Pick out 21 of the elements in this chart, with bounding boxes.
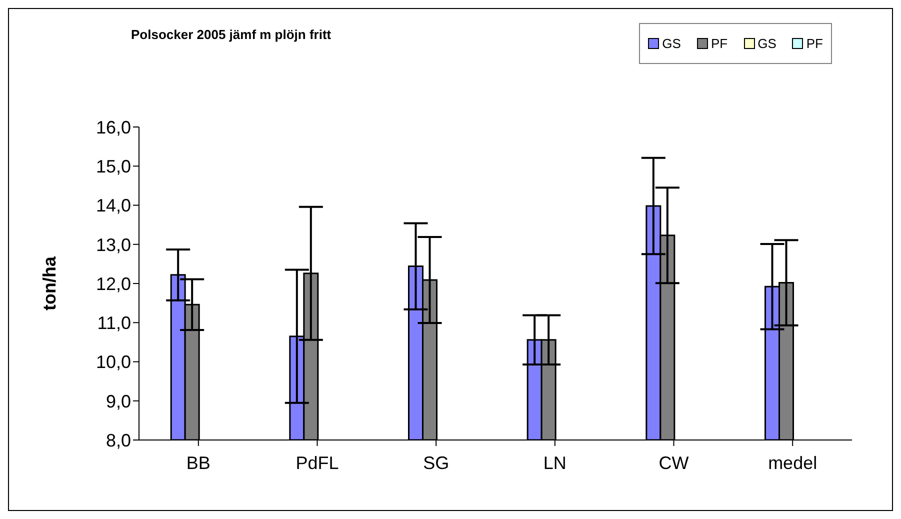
x-tick-label: LN: [543, 452, 566, 473]
chart-title: Polsocker 2005 jämf m plöjn fritt: [131, 27, 332, 42]
x-tick-label: SG: [423, 452, 450, 473]
legend-label: GS: [756, 36, 776, 51]
y-tick-label: 15,0: [96, 156, 131, 177]
legend-label: PF: [710, 36, 728, 51]
y-tick-label: 14,0: [96, 196, 131, 216]
y-tick-label: 8,0: [106, 430, 131, 450]
x-tick-label: CW: [658, 452, 689, 473]
y-tick-label: 11,0: [97, 313, 131, 334]
y-tick-label: 9,0: [106, 391, 131, 412]
y-tick-label: 12,0: [96, 274, 131, 294]
y-tick-label: 10,0: [96, 352, 131, 372]
y-tick-label: 16,0: [96, 117, 131, 138]
legend-label: GS: [661, 36, 681, 51]
legend-label: PF: [805, 36, 823, 51]
x-tick-label: BB: [186, 452, 210, 473]
x-tick-label: PdFL: [296, 452, 339, 473]
x-tick-label: medel: [768, 452, 818, 473]
y-axis-title: ton/ha: [39, 256, 60, 310]
y-tick-label: 13,0: [96, 234, 131, 255]
